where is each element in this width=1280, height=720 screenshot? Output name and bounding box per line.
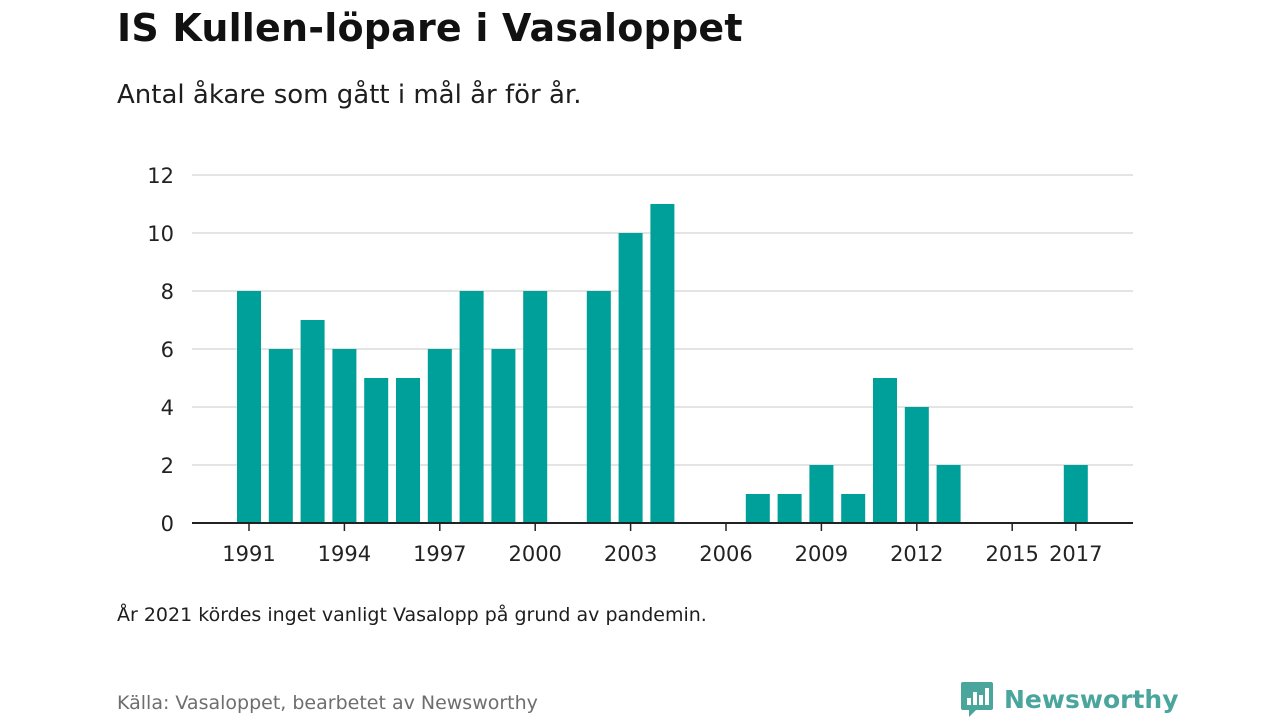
bar bbox=[268, 349, 293, 523]
bar bbox=[491, 349, 516, 523]
y-tick-label: 12 bbox=[147, 164, 174, 188]
bar bbox=[459, 291, 484, 523]
newsworthy-logo-icon bbox=[961, 682, 993, 717]
bar bbox=[300, 320, 325, 523]
bar bbox=[332, 349, 357, 523]
x-tick-label: 1991 bbox=[222, 542, 275, 566]
chart-note: År 2021 kördes inget vanligt Vasalopp på… bbox=[117, 604, 707, 626]
y-tick-label: 8 bbox=[161, 280, 174, 304]
bar bbox=[364, 378, 389, 523]
chart-title: IS Kullen-löpare i Vasaloppet bbox=[117, 6, 743, 50]
x-tick-label: 2012 bbox=[890, 542, 943, 566]
bar bbox=[650, 204, 675, 523]
bar bbox=[1063, 465, 1088, 523]
bar bbox=[936, 465, 961, 523]
y-tick-label: 4 bbox=[161, 396, 174, 420]
bar bbox=[523, 291, 548, 523]
y-tick-label: 2 bbox=[161, 454, 174, 478]
bar bbox=[586, 291, 611, 523]
bar bbox=[777, 494, 802, 523]
x-tick-label: 2003 bbox=[604, 542, 657, 566]
x-tick-label: 2015 bbox=[985, 542, 1038, 566]
bar bbox=[427, 349, 452, 523]
bar bbox=[745, 494, 770, 523]
x-tick-label: 2017 bbox=[1049, 542, 1102, 566]
bar bbox=[396, 378, 420, 523]
x-tick-label: 1994 bbox=[318, 542, 371, 566]
x-tick-label: 1997 bbox=[413, 542, 466, 566]
y-tick-label: 10 bbox=[147, 222, 174, 246]
brand-name: Newsworthy bbox=[1004, 684, 1179, 714]
bar bbox=[809, 465, 834, 523]
brand-logo[interactable]: Newsworthy bbox=[960, 680, 1179, 718]
x-tick-label: 2009 bbox=[795, 542, 848, 566]
bar bbox=[904, 407, 929, 523]
bar-chart: 0 2 4 6 8 10 12 1991 1994 1997 2000 2003 2006 2009 201… bbox=[147, 164, 1133, 566]
bar bbox=[841, 494, 866, 523]
bar bbox=[873, 378, 897, 523]
x-tick-label: 2006 bbox=[699, 542, 752, 566]
chart-subtitle: Antal åkare som gått i mål år för år. bbox=[117, 80, 582, 110]
source-text: Källa: Vasaloppet, bearbetet av Newswort… bbox=[117, 692, 538, 714]
y-tick-label: 0 bbox=[161, 512, 174, 536]
x-tick-label: 2000 bbox=[508, 542, 561, 566]
bar bbox=[618, 233, 643, 523]
bar bbox=[237, 291, 261, 523]
y-tick-label: 6 bbox=[161, 338, 174, 362]
